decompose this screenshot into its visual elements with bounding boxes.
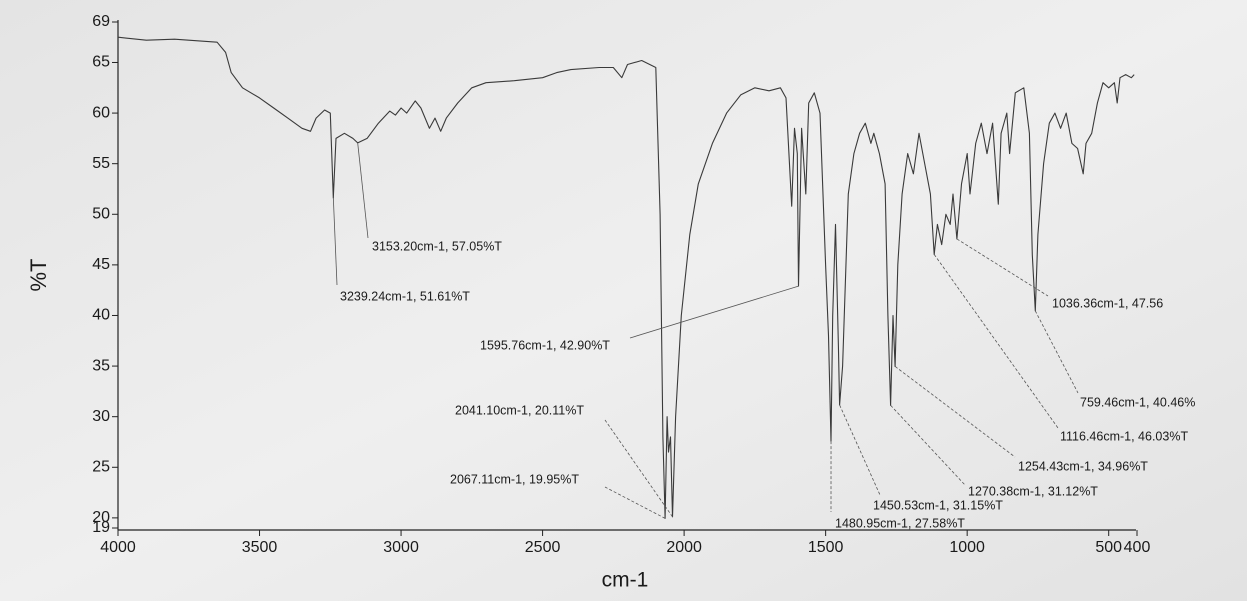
- annotation-label: 1254.43cm-1, 34.96%T: [1018, 459, 1148, 473]
- annotation-label: 2041.10cm-1, 20.11%T: [455, 403, 584, 417]
- annotation-leader: [1034, 310, 1079, 394]
- y-tick-label: 19: [92, 519, 110, 536]
- x-tick-label: 2000: [666, 539, 702, 556]
- x-axis-label: cm-1: [602, 569, 649, 592]
- annotation-leader: [956, 238, 1049, 297]
- x-tick-label: 1500: [808, 539, 844, 556]
- y-tick-label: 55: [92, 155, 110, 172]
- annotation-label: 1116.46cm-1, 46.03%T: [1060, 429, 1188, 443]
- y-axis-label: %T: [26, 259, 51, 292]
- annotation-label: 1595.76cm-1, 42.90%T: [480, 338, 610, 352]
- annotation-leader: [933, 254, 1059, 429]
- annotation-leader: [629, 285, 799, 339]
- x-tick-label: 2500: [525, 539, 561, 556]
- annotation-label: 759.46cm-1, 40.46%: [1080, 395, 1195, 409]
- x-tick-label: 3000: [383, 539, 419, 556]
- x-tick-label: 500: [1095, 539, 1122, 556]
- annotation-label: 2067.11cm-1, 19.95%T: [450, 472, 579, 486]
- annotation-leader: [332, 197, 338, 286]
- annotation-leader: [357, 142, 369, 239]
- y-tick-label: 60: [92, 104, 110, 121]
- x-tick-label: 4000: [100, 539, 136, 556]
- annotation-leader: [894, 366, 1016, 458]
- y-tick-label: 35: [92, 357, 110, 374]
- y-tick-label: 20: [92, 509, 110, 526]
- annotation-label: 1480.95cm-1, 27.58%T: [835, 516, 965, 530]
- annotation-label: 3239.24cm-1, 51.61%T: [340, 289, 470, 303]
- annotation-leader: [839, 404, 881, 496]
- annotation-label: 1270.38cm-1, 31.12%T: [968, 484, 1098, 498]
- y-tick-label: 65: [92, 54, 110, 71]
- spectrum-line: [117, 36, 1135, 519]
- x-tick-label: 3500: [242, 539, 278, 556]
- annotation-label: 1450.53cm-1, 31.15%T: [873, 498, 1003, 512]
- y-tick-label: 45: [92, 256, 110, 273]
- y-tick-label: 25: [92, 458, 110, 475]
- x-tick-label: 1000: [949, 539, 985, 556]
- y-tick-label: 30: [92, 408, 110, 425]
- annotation-label: 1036.36cm-1, 47.56: [1052, 296, 1163, 310]
- annotation-leader: [890, 405, 966, 486]
- annotation-label: 3153.20cm-1, 57.05%T: [372, 239, 502, 253]
- y-tick-label: 69: [92, 13, 110, 30]
- y-tick-label: 50: [92, 205, 110, 222]
- annotation-leader: [604, 486, 666, 519]
- x-tick-label: 400: [1124, 539, 1151, 556]
- y-tick-label: 40: [92, 307, 110, 324]
